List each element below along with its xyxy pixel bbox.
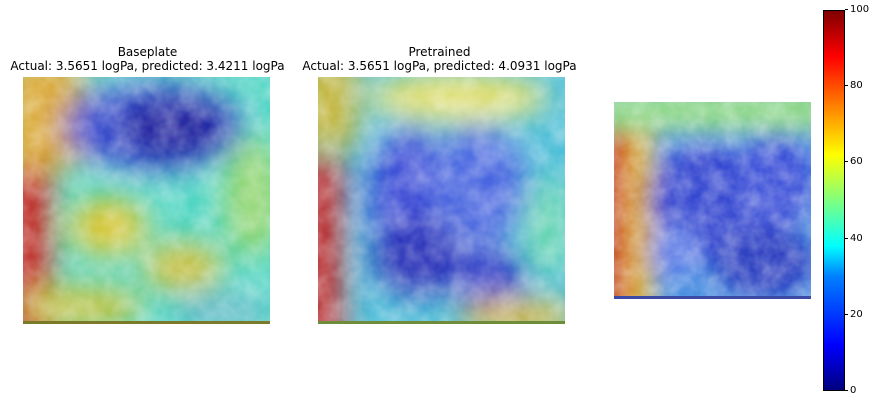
panel-2-title-line1: Pretrained xyxy=(408,45,471,59)
heatmap-overlay-image-3 xyxy=(614,102,811,299)
colorbar xyxy=(823,10,845,391)
panel-1-title: Baseplate Actual: 3.5651 logPa, predicte… xyxy=(0,45,295,73)
heatmap-overlay-image-1 xyxy=(23,77,270,324)
panel-1-title-line1: Baseplate xyxy=(117,45,178,59)
panel-1-title-line2: Actual: 3.5651 logPa, predicted: 3.4211 … xyxy=(10,59,285,73)
panel-2-title-line2: Actual: 3.5651 logPa, predicted: 4.0931 … xyxy=(302,59,577,73)
heatmap-overlay-image-2 xyxy=(318,77,565,324)
panel-2-title: Pretrained Actual: 3.5651 logPa, predict… xyxy=(292,45,587,73)
